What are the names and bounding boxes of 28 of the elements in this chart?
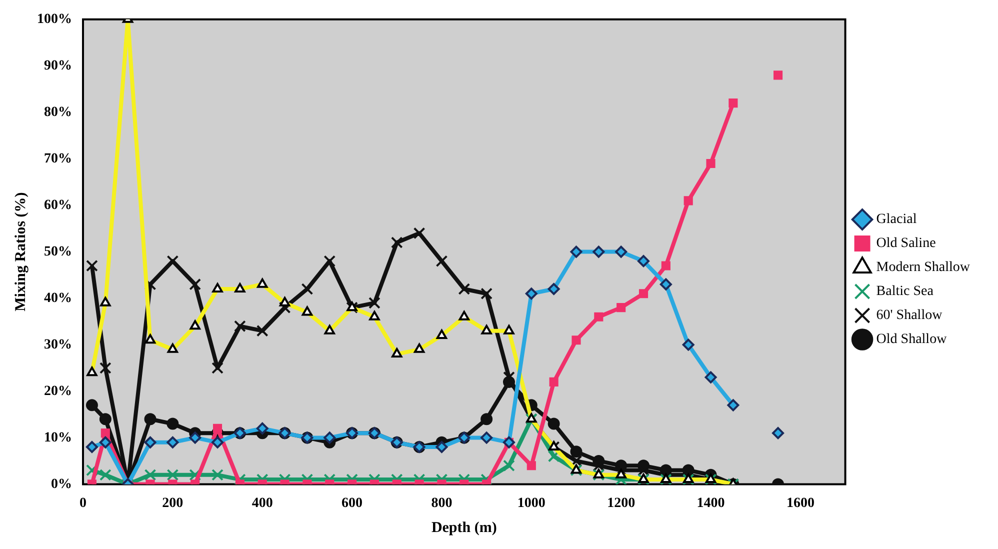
- y-tick-label: 0%: [51, 476, 72, 492]
- x-tick-label: 600: [342, 496, 363, 512]
- y-tick-label: 40%: [44, 290, 72, 306]
- y-tick-label: 20%: [44, 384, 72, 399]
- y-tick-label: 60%: [44, 198, 72, 213]
- legend-label: Old Shallow: [876, 332, 948, 348]
- y-axis-title: Mixing Ratios (%): [12, 192, 29, 312]
- y-tick-label: 100%: [37, 12, 72, 28]
- x-tick-label: 400: [252, 496, 273, 512]
- legend-label: 60' Shallow: [876, 308, 944, 324]
- x-tick-label: 800: [431, 496, 452, 512]
- legend-label: Glacial: [876, 212, 917, 228]
- x-tick-label: 1600: [786, 496, 814, 512]
- x-axis-title: Depth (m): [431, 520, 497, 536]
- x-tick-label: 1400: [696, 496, 725, 512]
- x-tick-label: 0: [80, 496, 86, 512]
- legend-label: Baltic Sea: [876, 284, 934, 300]
- legend-label: Modern Shallow: [876, 260, 971, 276]
- x-tick-label: 200: [162, 496, 184, 512]
- y-tick-label: 80%: [44, 104, 72, 120]
- x-tick-label: 1000: [517, 496, 546, 512]
- y-tick-label: 50%: [44, 244, 72, 260]
- x-tick-label: 1200: [607, 496, 636, 512]
- y-tick-label: 30%: [44, 337, 72, 352]
- legend-label: Old Saline: [876, 236, 936, 252]
- y-tick-label: 70%: [44, 151, 72, 166]
- y-tick-label: 10%: [44, 430, 72, 446]
- y-tick-label: 90%: [44, 58, 72, 74]
